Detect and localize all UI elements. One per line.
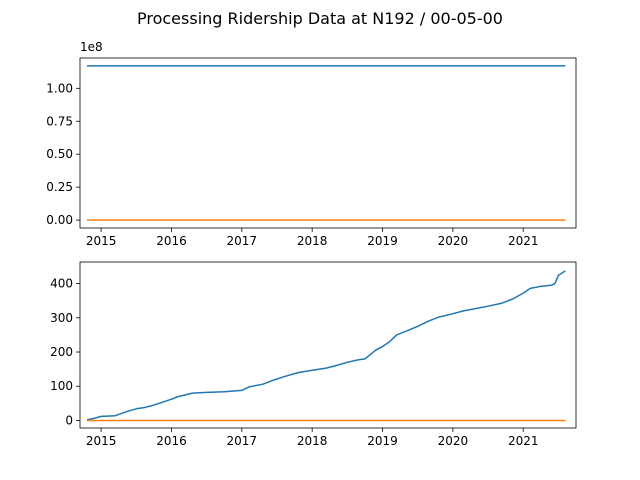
x-tick-label: 2017	[227, 234, 258, 248]
x-tick-label: 2015	[86, 234, 117, 248]
x-tick-label: 2018	[297, 234, 328, 248]
y-tick-label: 0.50	[46, 147, 73, 161]
axes-frame	[79, 57, 577, 229]
series-line-1	[86, 270, 566, 421]
x-tick-label: 2020	[438, 434, 469, 448]
y-tick-label: 200	[50, 345, 73, 359]
x-tick-label: 2019	[367, 234, 398, 248]
y-tick-label: 0.25	[46, 180, 73, 194]
x-tick-label: 2019	[367, 434, 398, 448]
y-tick-label: 0	[65, 413, 73, 427]
x-tick-label: 2015	[86, 434, 117, 448]
x-tick-label: 2016	[156, 434, 187, 448]
top-axes: 2015 2016 2017 2018 2019 2020 2021 0.00 0.25 0.50…	[46, 40, 577, 248]
bottom-axes: 2015 2016 2017 2018 2019 2020 2021 0 100 200 300 40…	[50, 261, 577, 448]
axes-frame	[79, 261, 577, 429]
y-tick-label: 1.00	[46, 81, 73, 95]
y-tick-label: 300	[50, 311, 73, 325]
x-tick-label: 2017	[227, 434, 258, 448]
y-offset-text: 1e8	[80, 40, 103, 54]
x-tick-label: 2016	[156, 234, 187, 248]
x-tick-label: 2018	[297, 434, 328, 448]
x-tick-label: 2021	[508, 234, 539, 248]
y-tick-label: 100	[50, 379, 73, 393]
y-tick-label: 0.75	[46, 114, 73, 128]
x-tick-label: 2020	[438, 234, 469, 248]
y-tick-label: 0.00	[46, 213, 73, 227]
figure-title: Processing Ridership Data at N192 / 00-0…	[137, 9, 503, 28]
x-tick-label: 2021	[508, 434, 539, 448]
y-tick-label: 400	[50, 277, 73, 291]
